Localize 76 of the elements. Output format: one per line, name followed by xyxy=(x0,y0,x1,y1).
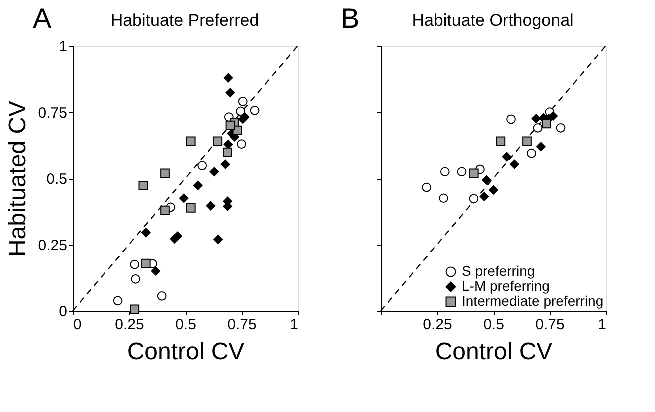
point xyxy=(440,167,450,177)
point xyxy=(151,266,161,276)
point xyxy=(130,304,140,314)
point xyxy=(506,114,516,124)
y-tick-label: 0 xyxy=(59,304,68,320)
legend-label: L-M preferring xyxy=(462,278,550,294)
point xyxy=(198,161,208,170)
point xyxy=(213,136,223,146)
x-tick-label: 0.25 xyxy=(115,316,144,334)
x-axis-title: Control CV xyxy=(127,338,245,366)
point xyxy=(223,148,232,158)
point xyxy=(206,201,216,211)
point xyxy=(210,167,220,177)
point xyxy=(179,194,189,204)
point xyxy=(173,232,183,242)
point xyxy=(532,114,542,124)
point xyxy=(130,260,140,270)
point xyxy=(220,160,230,170)
point xyxy=(238,114,248,124)
point xyxy=(131,274,140,284)
y-axis-title: Habituated CV xyxy=(4,100,32,258)
x-tick-label: 0.5 xyxy=(176,316,196,334)
point xyxy=(186,203,196,213)
point xyxy=(193,180,203,190)
point xyxy=(160,168,170,178)
point xyxy=(536,142,546,152)
point xyxy=(469,194,479,204)
x-axis-title: Control CV xyxy=(435,338,553,366)
point xyxy=(457,167,467,177)
point xyxy=(157,291,167,301)
point xyxy=(439,194,448,204)
x-tick-label: 1 xyxy=(290,316,298,334)
point xyxy=(226,120,236,130)
legend-label: Intermediate preferring xyxy=(462,293,604,309)
point xyxy=(422,182,432,192)
point xyxy=(496,136,506,146)
point xyxy=(141,258,151,268)
point xyxy=(138,180,148,190)
point xyxy=(113,296,123,306)
x-tick-label: 0.75 xyxy=(228,316,257,334)
point xyxy=(556,123,566,133)
point xyxy=(489,185,498,195)
y-tick-label: 0.25 xyxy=(38,237,68,254)
point xyxy=(238,96,248,106)
text: B xyxy=(341,3,360,34)
point xyxy=(510,160,520,170)
x-tick-label: 1 xyxy=(598,316,606,334)
legend-label: S preferring xyxy=(462,263,536,279)
point xyxy=(236,106,246,116)
chart-title: Habituate Orthogonal xyxy=(412,11,574,30)
point xyxy=(480,192,490,202)
point xyxy=(469,168,479,178)
y-tick-label: 0.5 xyxy=(46,171,68,188)
point xyxy=(226,88,236,98)
point xyxy=(186,136,196,146)
x-tick-label: 0 xyxy=(74,316,82,334)
point xyxy=(250,106,260,116)
y-tick-label: 1 xyxy=(59,38,68,56)
text: A xyxy=(33,3,52,34)
point xyxy=(527,148,536,158)
point xyxy=(237,140,246,149)
point xyxy=(482,175,492,185)
point xyxy=(224,140,234,150)
chart-title: Habituate Preferred xyxy=(110,11,260,30)
point xyxy=(141,228,151,238)
point xyxy=(160,206,170,216)
point xyxy=(533,123,543,133)
x-tick-label: 0.25 xyxy=(423,316,452,334)
point xyxy=(542,119,552,129)
point xyxy=(502,152,512,162)
point xyxy=(522,136,532,146)
x-tick-label: 0.75 xyxy=(536,316,565,334)
point xyxy=(214,235,224,244)
point xyxy=(224,73,234,83)
x-tick-label: 0.5 xyxy=(484,316,504,334)
y-tick-label: 0.75 xyxy=(38,104,68,122)
